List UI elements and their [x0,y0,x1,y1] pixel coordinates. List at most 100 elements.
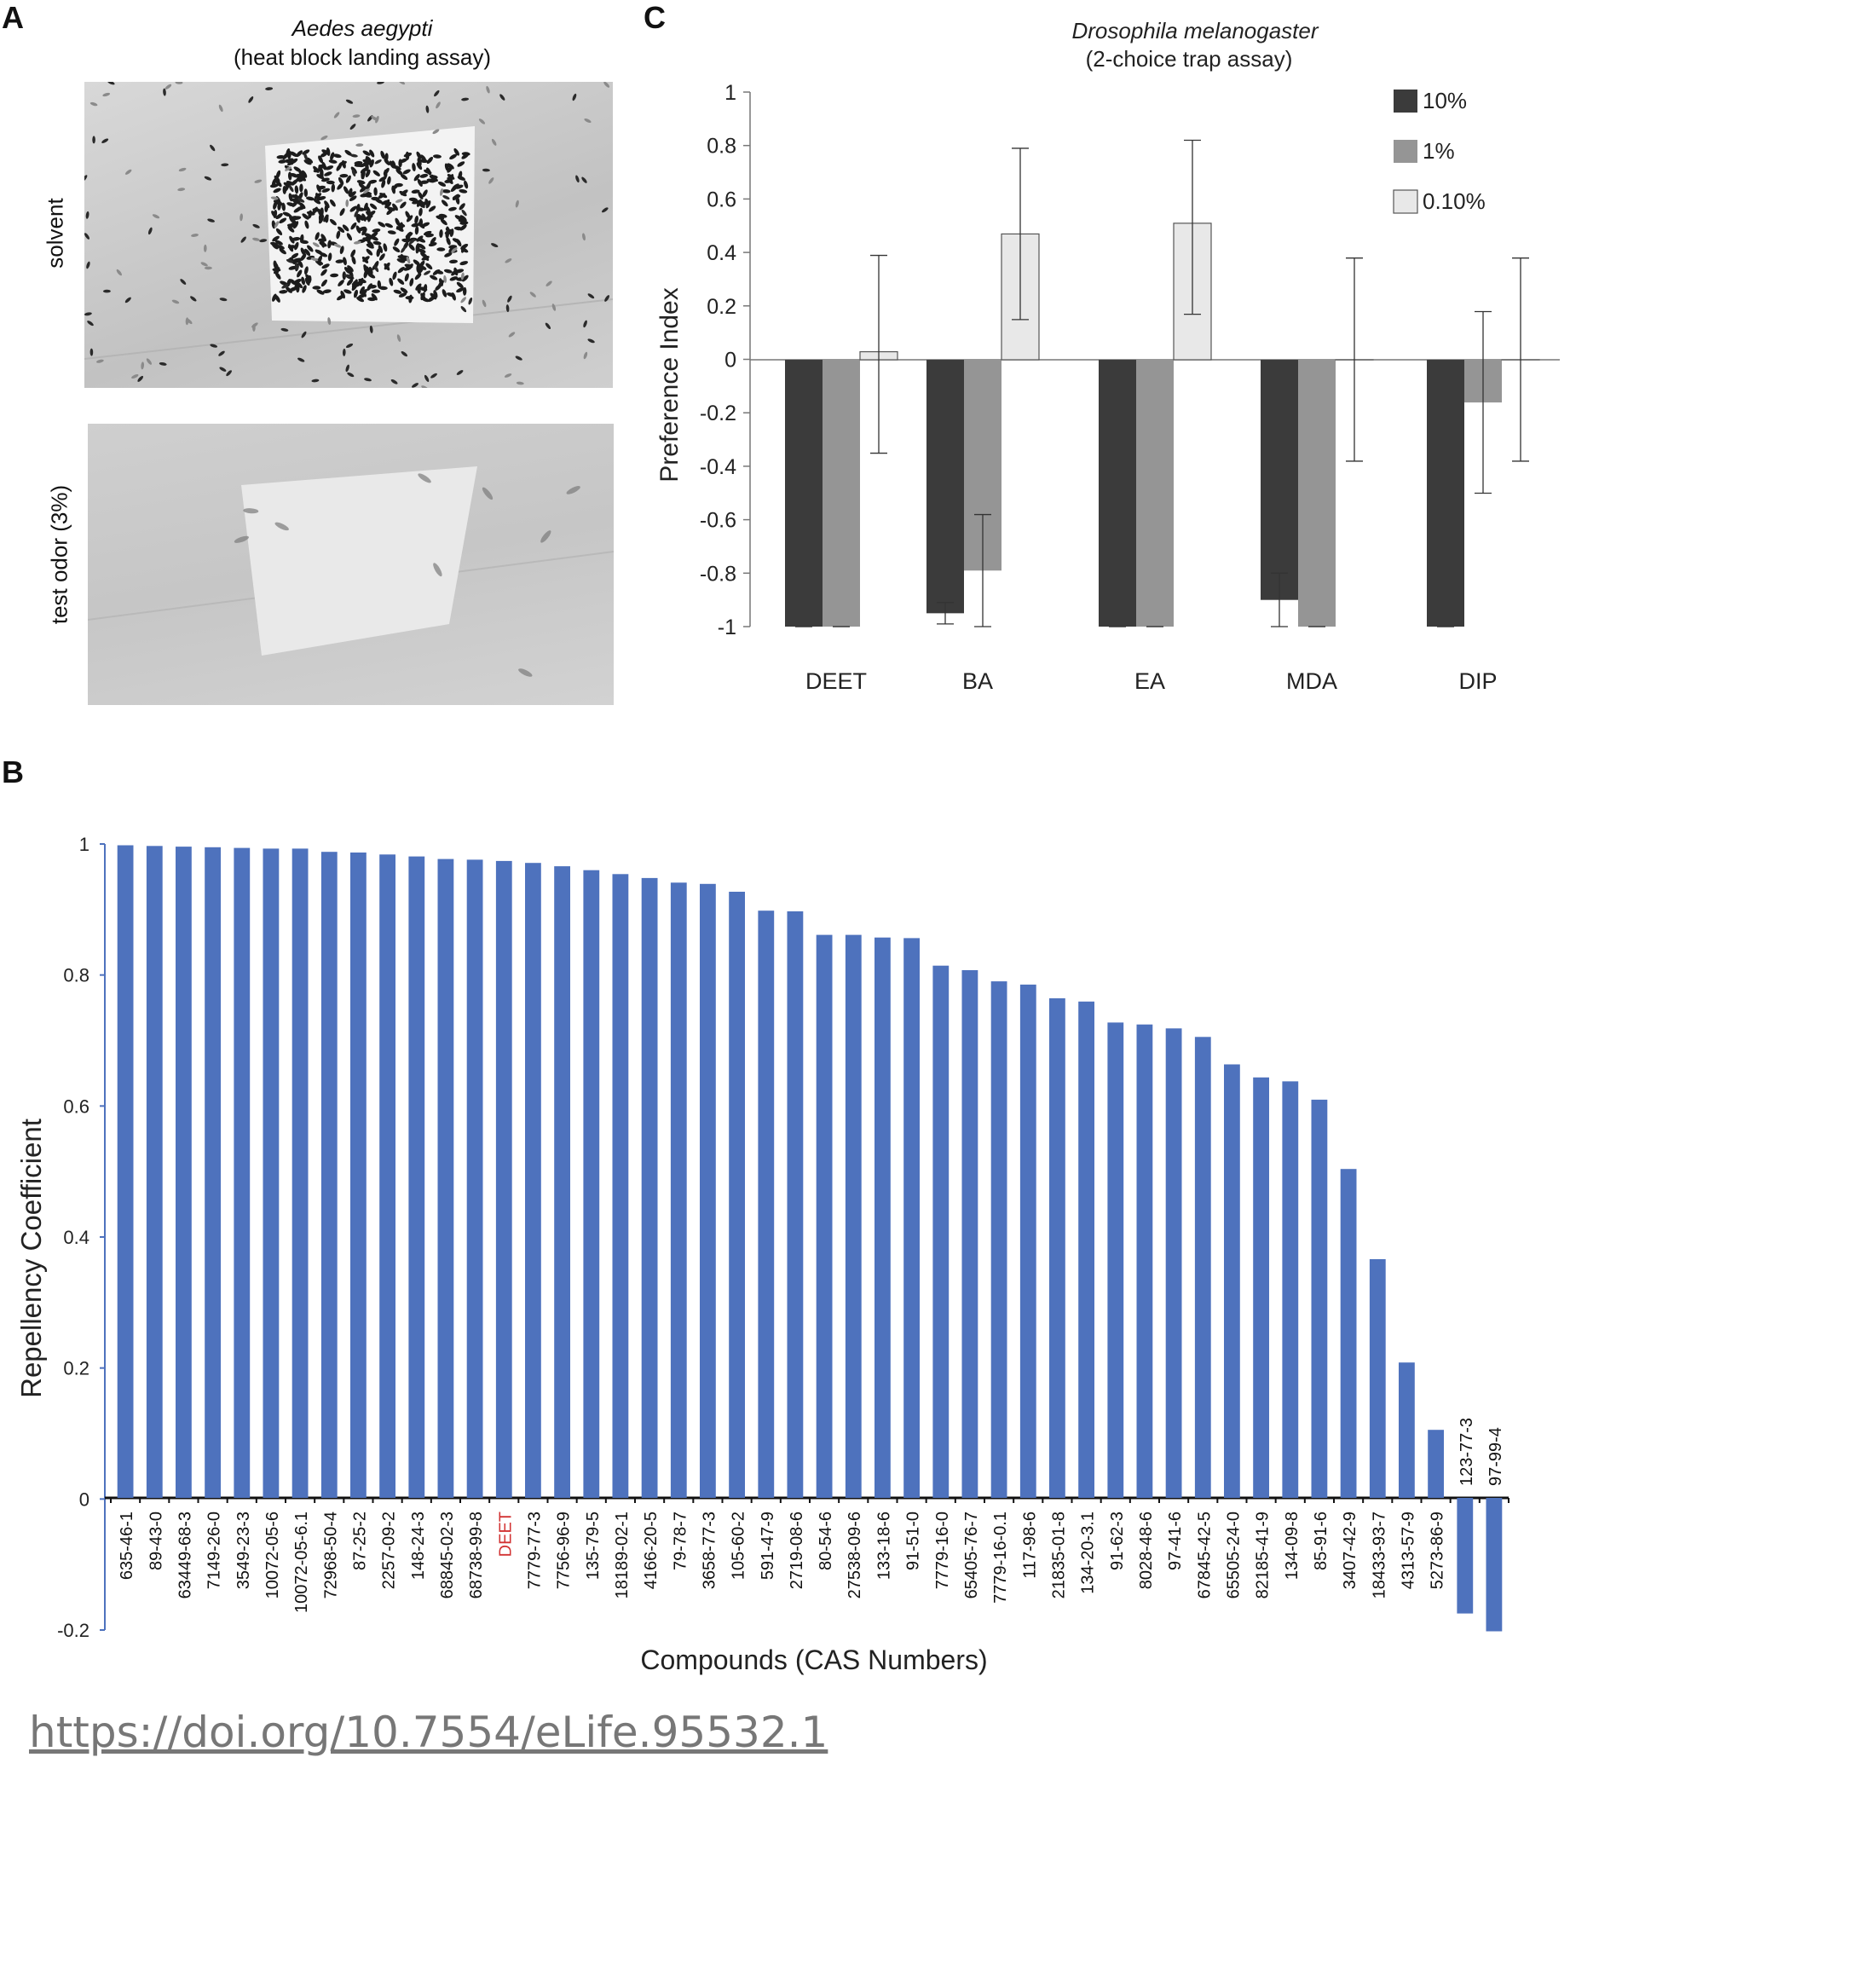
mosquito-mark [276,245,285,250]
mosquito-mark [448,206,457,211]
mosquito-mark [376,248,381,257]
chart-c-title: Drosophila melanogaster [1071,18,1319,43]
mosquito-mark [320,177,330,182]
mosquito-mark [339,173,349,178]
doi-link[interactable]: https://doi.org/10.7554/eLife.95532.1 [29,1708,828,1757]
mosquito-mark [418,286,428,292]
mosquito-mark [349,191,356,198]
mosquito-mark [451,269,459,276]
mosquito-mark [365,205,371,214]
mosquito-mark [575,175,580,183]
mosquito-mark [327,240,332,249]
mosquito-mark [319,241,327,247]
mosquito-mark [378,286,388,291]
mosquito-mark [248,96,254,103]
mosquito-mark [384,169,388,178]
mosquito-mark [251,322,258,328]
chart-b-xtick-label: 18189-02-1 [613,1512,632,1598]
mosquito-mark [343,257,347,266]
chart-b-ytick-label: 1 [79,834,89,855]
chart-b-xtick-label: 65505-24-0 [1224,1512,1243,1598]
mosquito-mark [337,182,343,190]
mosquito-mark [221,163,229,167]
mosquito-mark [318,216,324,224]
mosquito-mark [254,179,263,183]
mosquito-mark [367,273,376,279]
bar [205,847,221,1498]
chart-b-xtick-label: 117-98-6 [1020,1512,1039,1579]
mosquito-mark [435,269,444,275]
chart-b-xtick-label: 10072-05-6 [263,1512,282,1598]
legend-swatch [1394,90,1417,113]
bar [1049,998,1065,1498]
mosquito-mark [411,223,420,228]
mosquito-mark [350,222,357,230]
bar [787,911,804,1498]
mosquito-mark [327,317,332,326]
mosquito-mark [412,383,418,388]
mosquito-mark [482,168,490,172]
bar-mda-1 [1298,360,1336,627]
bar [903,938,920,1498]
mosquito-mark [333,112,340,119]
mosquito-mark [387,176,391,185]
mosquito-mark [459,188,468,194]
mosquito-mark [190,296,197,302]
mosquito-mark [320,234,326,242]
mosquito-mark [367,240,374,247]
mosquito-mark [349,195,357,201]
mosquito-mark [372,228,381,233]
mosquito-mark [291,252,299,259]
mosquito-mark [286,286,292,293]
mosquito-mark [587,293,595,299]
mosquito-mark [345,99,354,104]
mosquito-mark [301,276,305,286]
mosquito-mark [361,213,367,222]
panel-a-species: Aedes aegypti [292,15,433,41]
mosquito-mark [219,367,227,372]
mosquito-mark [393,165,401,171]
mosquito-mark [345,343,354,349]
mosquito-mark [296,150,303,158]
mosquito-mark [203,244,207,252]
chart-b-xlabel: Compounds (CAS Numbers) [640,1645,987,1675]
mosquito-mark [430,373,437,379]
mosquito-mark [460,245,466,253]
mosquito-mark [269,183,279,188]
mosquito-mark [303,159,312,165]
mosquito-mark [320,170,324,178]
mosquito-mark [440,188,443,196]
mosquito-mark [373,265,379,273]
mosquito-mark [180,279,187,285]
mosquito-mark [313,168,322,173]
mosquito-mark [416,162,423,171]
mosquito-mark [358,278,367,284]
mosquito-mark [191,234,199,237]
bar [961,970,978,1498]
mosquito-mark [92,136,95,144]
mosquito-mark [357,213,364,221]
mosquito-mark [383,243,388,252]
mosquito-mark [304,277,310,286]
legend-label: 10% [1423,88,1467,113]
mosquito-mark [345,364,349,373]
mosquito-mark [147,227,153,235]
mosquito-mark [582,233,586,241]
mosquito-mark [468,297,473,305]
mosquito-mark [285,166,292,171]
mosquito-mark [432,129,440,135]
mosquito-mark [404,273,409,282]
mosquito-mark [321,188,331,193]
mosquito-mark [361,171,366,180]
mosquito-mark [137,375,144,382]
chart-c-subtitle: (2-choice trap assay) [1086,46,1293,72]
mosquito-mark [399,158,408,164]
mosquito-mark [439,229,443,238]
mosquito-mark [210,344,218,348]
bar [146,846,163,1498]
mosquito-mark [529,292,536,298]
mosquito-mark [210,144,216,152]
mosquito-mark [303,188,309,198]
mosquito-mark [346,278,354,286]
mosquito-mark [84,312,92,316]
